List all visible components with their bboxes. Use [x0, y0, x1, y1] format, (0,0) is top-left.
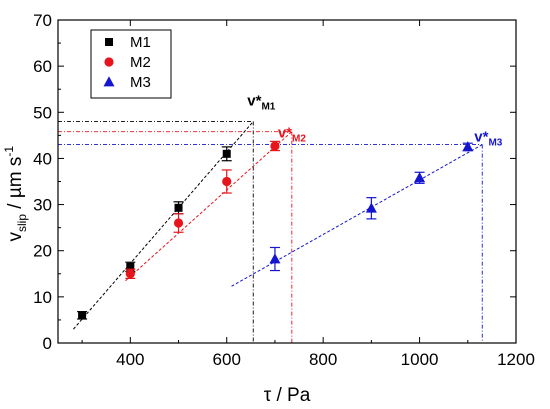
- y-axis-title: vslip / µm s-1: [2, 146, 29, 242]
- y-tick-label-10: 10: [33, 288, 52, 307]
- point-M1-1: [126, 262, 135, 271]
- point-M3-2: [414, 172, 426, 183]
- y-axis-title-part-0: v: [5, 232, 26, 242]
- y-tick-label-40: 40: [33, 149, 52, 168]
- critical-annotations: v*M1v*M2 v*M3: [247, 93, 503, 149]
- annotation-base: v*: [247, 93, 261, 110]
- y-axis-title-part-2: / µm s: [5, 157, 26, 214]
- annotation-subscript: M3: [488, 138, 502, 149]
- y-tick-label-0: 0: [43, 334, 52, 353]
- fit-line-M2: [125, 131, 293, 282]
- y-tick-label-30: 30: [33, 196, 52, 215]
- y-axis-title-part-1: slip: [15, 214, 29, 232]
- point-M2-0: [125, 269, 135, 279]
- annotation-base: v*: [474, 129, 488, 146]
- x-tick-label-400: 400: [116, 350, 144, 369]
- y-tick-label-70: 70: [33, 11, 52, 30]
- point-M3-0: [269, 253, 281, 264]
- annotation-subscript: M2: [292, 134, 306, 145]
- point-M1-0: [78, 311, 87, 320]
- fit-line-M3: [231, 144, 483, 287]
- point-M1-3: [222, 149, 231, 158]
- point-M2-1: [173, 218, 184, 228]
- legend-label-M3: M3: [130, 74, 151, 91]
- critical-guide-lines: [58, 121, 483, 343]
- y-tick-label-20: 20: [33, 242, 52, 261]
- x-tick-label-600: 600: [213, 350, 241, 369]
- annotation-subscript: M1: [261, 102, 275, 113]
- x-tick-label-1000: 1000: [401, 350, 439, 369]
- point-M2-2: [222, 176, 232, 187]
- y-axis-title-part-3: -1: [2, 146, 16, 157]
- axes: 400 600 800 1000 1200 0 10 20 30 40 50 60 70 τ / Pa vs…: [2, 11, 535, 406]
- legend: M1 M2 M3: [90, 29, 172, 99]
- annotation-base: v*: [278, 125, 292, 142]
- y-tick-label-60: 60: [33, 57, 52, 76]
- point-M3-3: [462, 141, 474, 152]
- x-tick-label-800: 800: [309, 350, 337, 369]
- annotation-M2: v*M2: [278, 125, 307, 145]
- x-axis-title: τ / Pa: [264, 385, 311, 406]
- point-M2-3: [270, 141, 280, 151]
- legend-label-M2: M2: [130, 54, 151, 71]
- x-tick-label-1200: 1200: [497, 350, 535, 369]
- legend-box: [90, 29, 172, 99]
- y-tick-label-50: 50: [33, 103, 52, 122]
- legend-label-M1: M1: [130, 34, 151, 51]
- annotation-M3: v*M3: [474, 129, 503, 149]
- legend-marker-M3: [103, 76, 115, 87]
- fit-lines: [73, 121, 483, 330]
- point-M3-1: [365, 202, 377, 213]
- point-M1-2: [174, 203, 183, 212]
- fit-line-M1: [73, 121, 254, 330]
- legend-marker-M2: [104, 57, 114, 67]
- data-points: [77, 140, 474, 320]
- annotation-M1: v*M1: [247, 93, 276, 113]
- legend-marker-M1: [105, 38, 113, 46]
